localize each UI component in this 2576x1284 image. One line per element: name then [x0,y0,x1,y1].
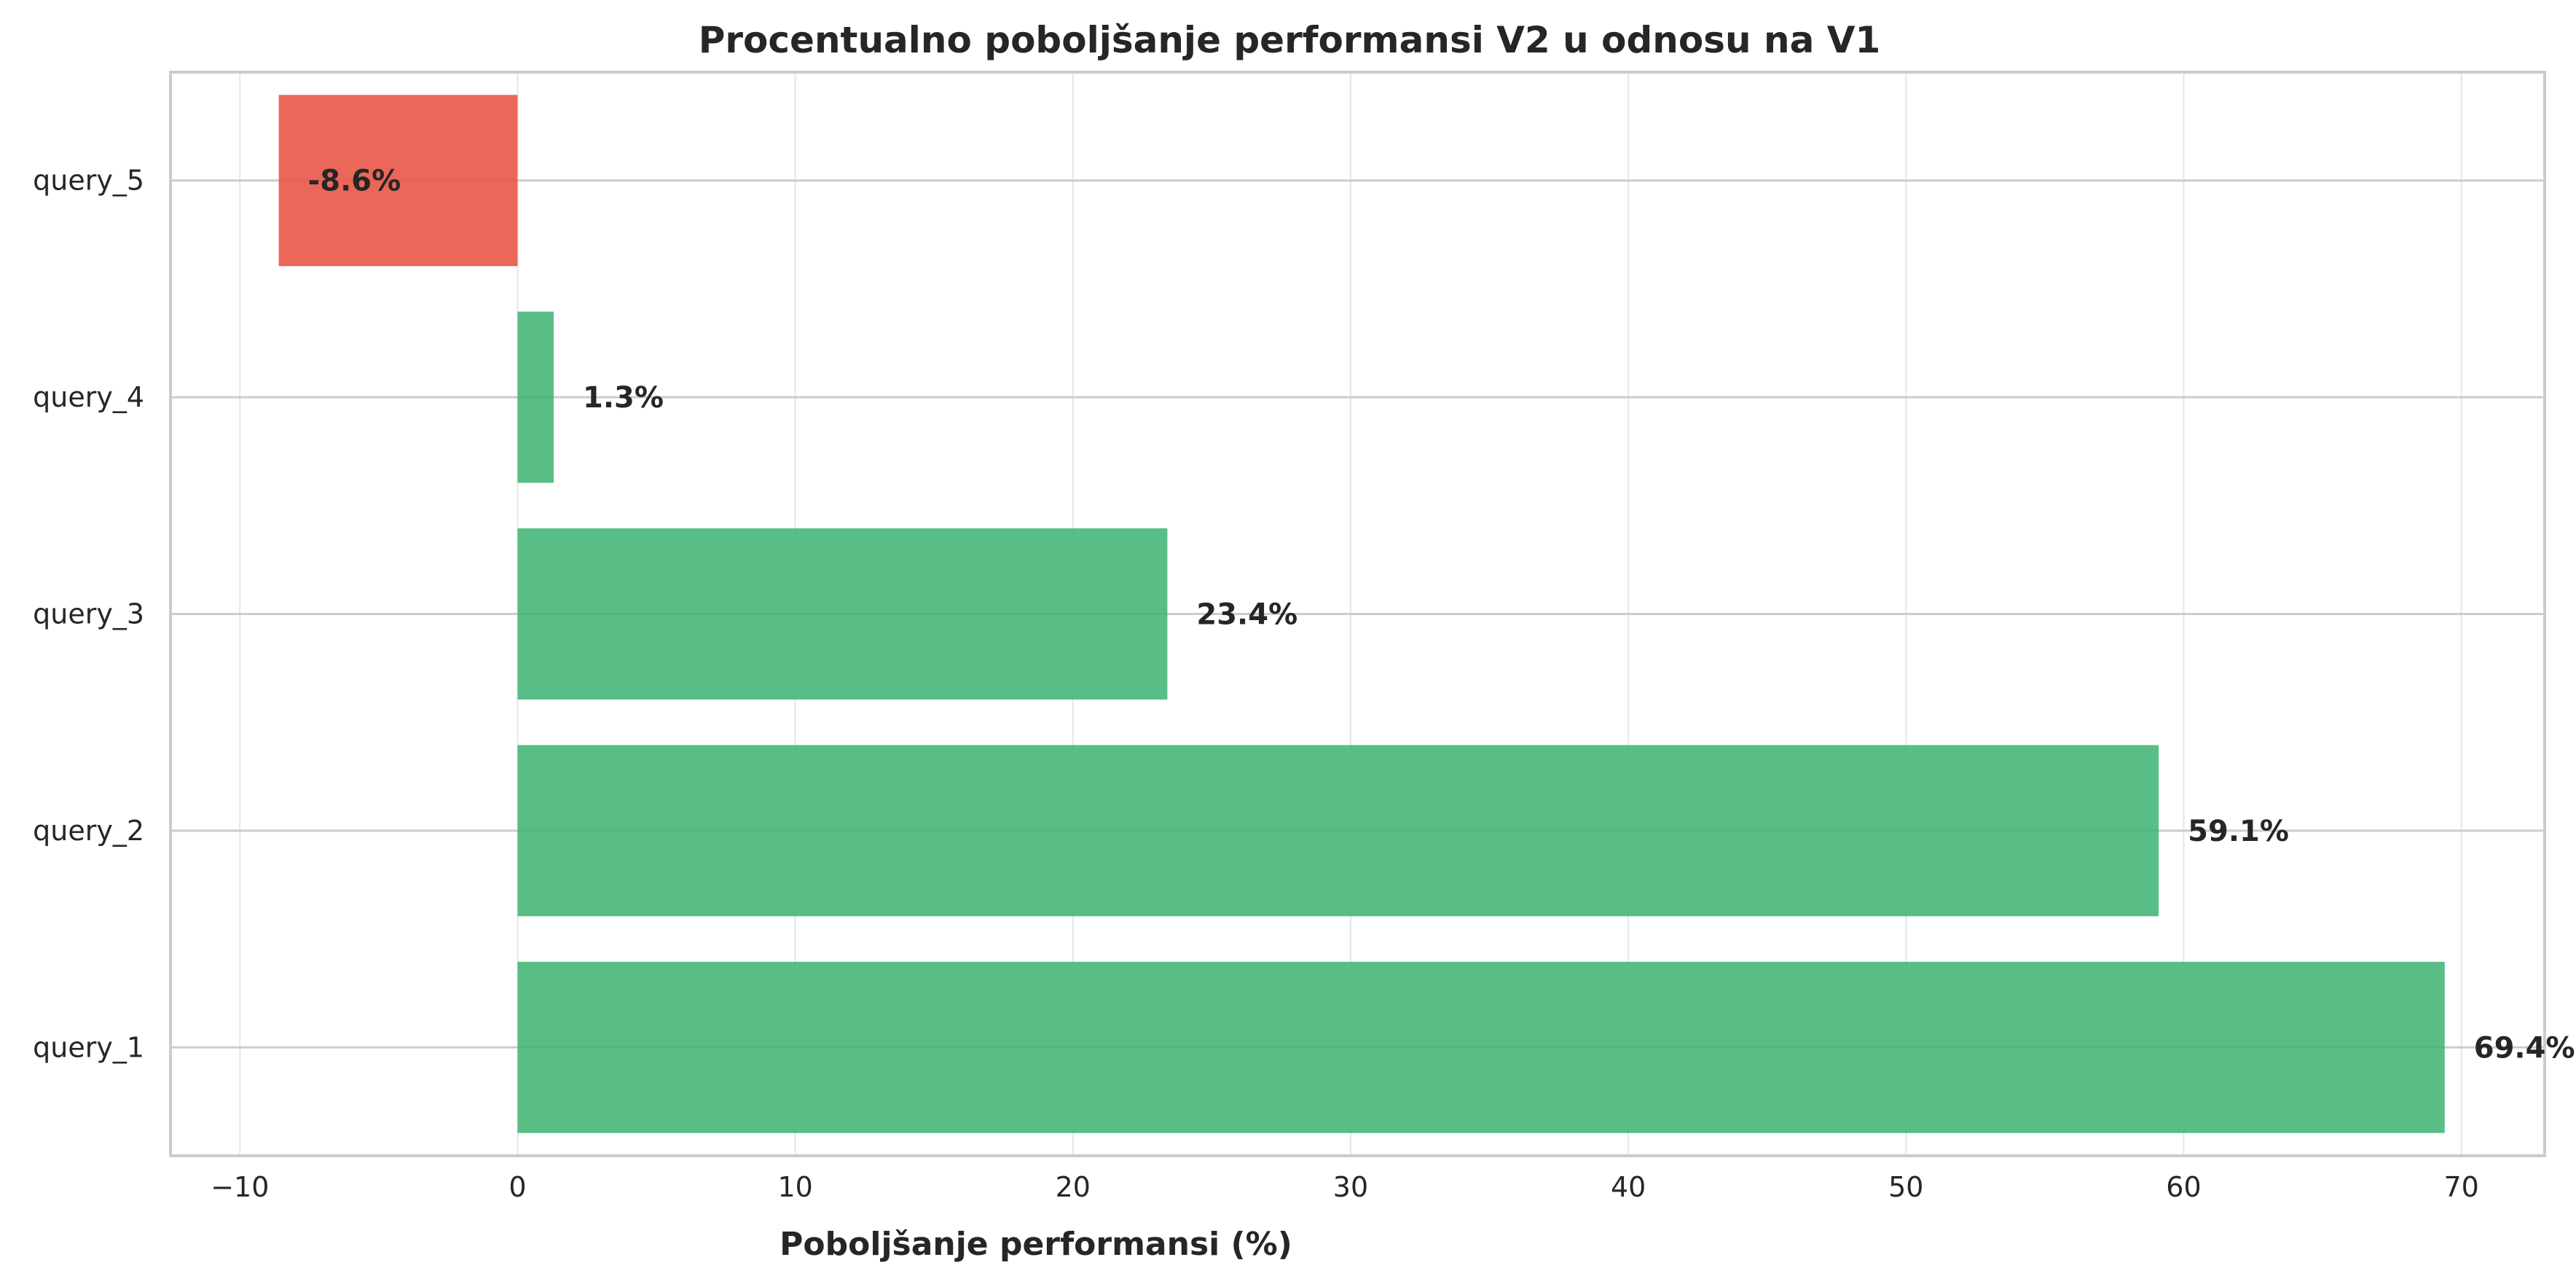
x-tick-label: 10 [777,1171,812,1203]
bar-value-label: 69.4% [2474,1031,2575,1065]
y-tick-label: query_5 [33,165,144,197]
x-tick-label: 60 [2166,1171,2201,1203]
bar-layer [278,95,2445,1133]
y-tick-label: query_3 [33,598,144,630]
bar-query_1 [517,961,2445,1133]
tick-layer: −10 0 10 20 30 40 50 60 70 query_1 query_2 query_3 q… [33,165,2479,1203]
bar-query_3 [517,528,1168,700]
x-tick-label: 0 [508,1171,526,1203]
x-tick-label: 70 [2443,1171,2478,1203]
x-tick-label: 20 [1056,1171,1091,1203]
x-tick-label: 50 [1888,1171,1923,1203]
bar-query_4 [517,311,554,483]
x-axis-label: Poboljšanje performansi (%) [780,1226,1292,1263]
bar-value-label: -8.6% [308,165,401,198]
bar-value-label: 23.4% [1196,598,1297,632]
bar-value-label: 59.1% [2188,815,2289,848]
y-tick-label: query_4 [33,381,144,413]
x-tick-label: −10 [211,1171,269,1203]
bar-value-label: 1.3% [583,381,664,415]
x-tick-label: 40 [1611,1171,1646,1203]
bar-query_2 [517,745,2159,917]
x-tick-label: 30 [1333,1171,1368,1203]
chart-title: Procentualno poboljšanje performansi V2 … [699,19,1881,61]
label-layer: 69.4% 59.1% 23.4% 1.3% -8.6% [308,165,2575,1065]
y-tick-label: query_1 [33,1031,144,1063]
bar-query_5 [278,95,518,267]
plot-frame [169,71,2546,1157]
y-tick-label: query_2 [33,815,144,847]
